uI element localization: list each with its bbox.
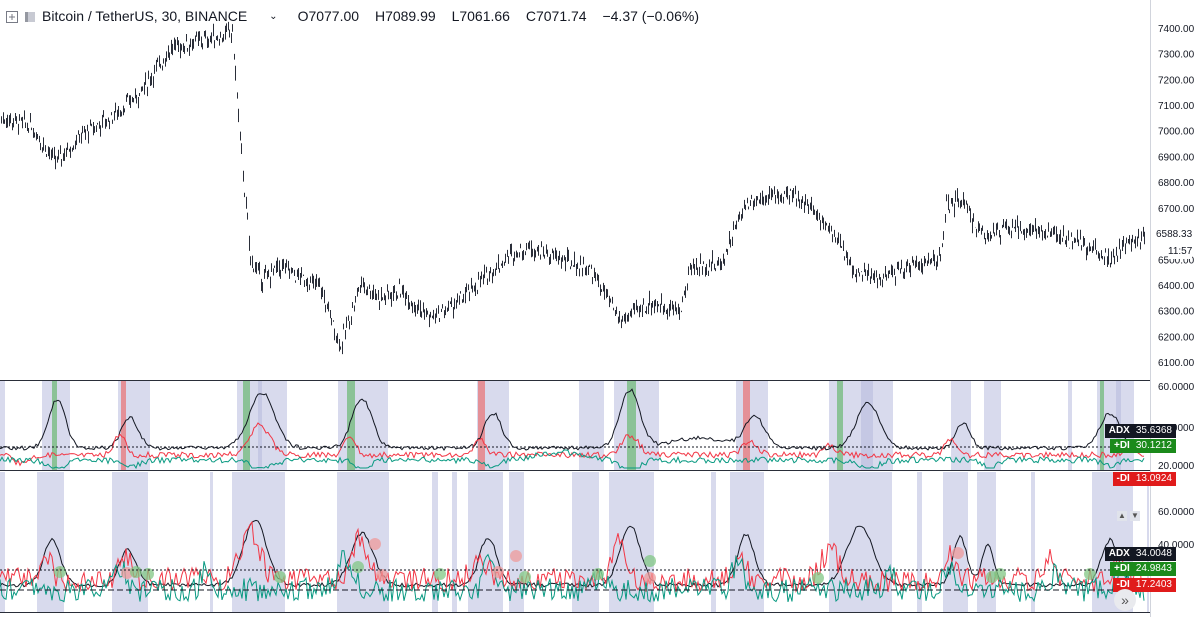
signal-dot [274,571,286,583]
signal-dot [519,571,531,583]
price-tick-label: 7200.00 [1158,75,1195,86]
pane1-band [736,381,768,470]
signal-dot [644,572,656,584]
price-tick-label: 7300.00 [1158,50,1195,61]
pane2-highlight-bands [0,472,1149,612]
open-value: O7077.00 [297,8,360,24]
pane1-plus-di-tag: +DI 30.1212 [1110,439,1176,453]
pane2-band [432,472,438,612]
pane1-band-accent [52,381,57,470]
pane1-band-accent [743,381,750,470]
low-value: L7061.66 [451,8,510,24]
signal-dot [952,547,964,559]
pane1-band-accent [837,381,843,470]
ohlc-values: O7077.00 H7089.99 L7061.66 C7071.74 −4.3… [298,8,711,24]
pane2-band [1031,472,1035,612]
chevron-up-icon[interactable]: ▲ [1117,511,1127,521]
double-chevron-right-icon[interactable]: » [1114,589,1136,611]
signal-dot [352,561,364,573]
pane1-band-accent [478,381,485,470]
signal-dot [376,569,388,581]
price-tick-label: 6300.00 [1158,307,1195,318]
pane1-plus-di-line [0,449,1145,470]
pane1-minus-di-tag: -DI 13.0924 [1112,472,1176,486]
pane1-band-accent [347,381,355,470]
pane1-band [258,381,262,470]
pane2-tick-label: 60.0000 [1158,507,1195,518]
signal-dot [994,568,1006,580]
signal-dot [54,566,66,578]
pane1-band-accent [627,381,636,470]
pane1-band [0,381,5,470]
signal-dot [1084,568,1096,580]
signal-dot [812,572,824,584]
change-value: −4.37 (−0.06%) [602,8,699,24]
signal-dot [644,555,656,567]
high-value: H7089.99 [374,8,436,24]
pane1-band-accent [243,381,250,470]
pane2-band [0,472,5,612]
pane1-adx-line [0,388,1145,451]
flag-icon[interactable] [24,10,36,22]
pane1-tick-label: 20.0000 [1158,461,1195,472]
pane2-band [210,472,213,612]
price-tick-label: 6400.00 [1158,281,1195,292]
pane1-tick-label: 60.0000 [1158,382,1195,393]
price-candles [1,21,1145,355]
pane2-minus-di-tag: -DI 17.2403 [1112,578,1176,592]
pane1-indicator-lines [0,388,1145,470]
pane2-band [452,472,457,612]
pane1-band-accent [1100,381,1104,470]
bar-countdown: 11:57 [1168,245,1193,259]
symbol-title[interactable]: Bitcoin / TetherUS, 30, BINANCE [42,8,248,24]
pane1-band [861,381,873,470]
signal-dot [592,568,604,580]
price-tick-label: 6800.00 [1158,178,1195,189]
price-axis[interactable]: 7400.00 7300.00 7200.00 7100.00 7000.00 6900.… [1158,24,1195,551]
price-tick-label: 6100.00 [1158,358,1195,369]
pane1-minus-di-line [0,422,1145,467]
add-icon[interactable] [6,10,18,23]
pane1-band [614,381,659,470]
chevron-down-icon[interactable]: ⌄ [269,10,278,22]
pane2-signal-dots [54,538,1096,584]
price-tick-label: 6500.00 [1158,255,1195,266]
pane1-adx-tag: ADX 35.6368 [1104,424,1176,438]
symbol-legend: Bitcoin / TetherUS, 30, BINANCE ⌄ O7077.… [6,6,711,26]
price-tick-label: 6200.00 [1158,332,1195,343]
pane1-band [1068,381,1072,470]
pane2-band [943,472,968,612]
pane1-tick-label: 40.0000 [1158,423,1195,434]
pane2-band [1147,472,1149,612]
signal-dot [142,568,154,580]
signal-dot [492,566,504,578]
last-price-label: 6588.33 [1152,228,1193,242]
price-tick-label: 7100.00 [1158,101,1195,112]
pane2-plus-di-line [0,550,1145,603]
chevron-down-icon[interactable]: ▼ [1130,511,1140,521]
signal-dot [434,568,446,580]
pane2-plus-di-tag: +DI 24.9843 [1110,562,1176,576]
signal-dot [369,538,381,550]
pane1-band [338,381,388,470]
price-tick-label: 7400.00 [1158,24,1195,35]
pane2-tick-label: 40.0000 [1158,540,1195,551]
price-tick-label: 6700.00 [1158,204,1195,215]
pane2-band [917,472,922,612]
pane2-band [711,472,716,612]
signal-dot [130,566,142,578]
pane2-band [232,472,285,612]
pane2-adx-tag: ADX 34.0048 [1104,547,1176,561]
pane2-band [112,472,148,612]
price-tick-label: 6900.00 [1158,152,1195,163]
pane2-band [730,472,764,612]
signal-dot [510,550,522,562]
price-tick-label: 7000.00 [1158,127,1195,138]
close-value: C7071.74 [525,8,587,24]
pane2-band [572,472,599,612]
